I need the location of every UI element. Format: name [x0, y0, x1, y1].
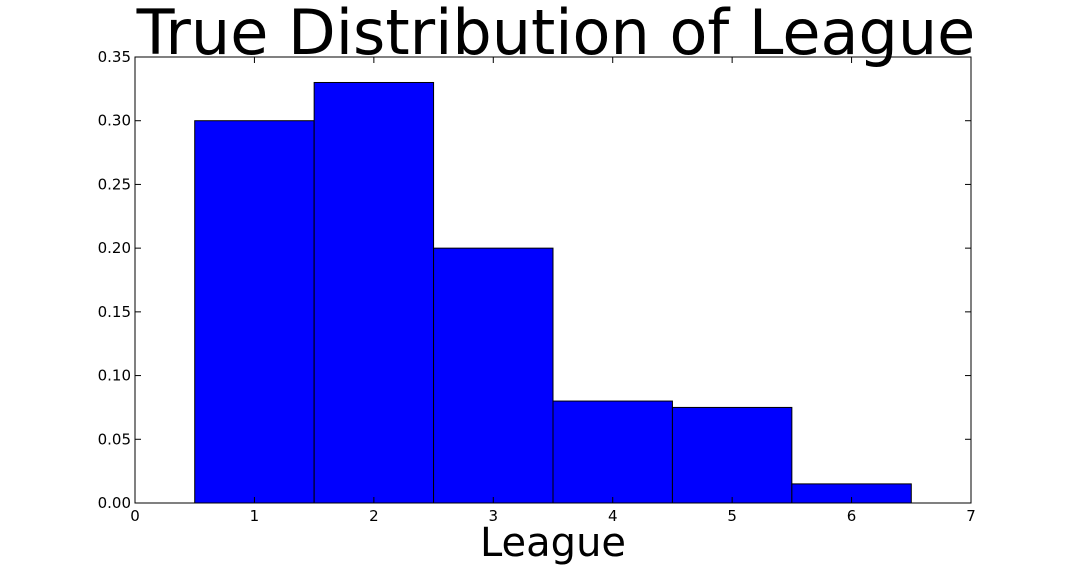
chart-title: True Distribution of League	[136, 0, 976, 69]
y-tick-label: 0.35	[98, 48, 131, 66]
x-tick-label: 4	[608, 507, 618, 525]
bar-league-5	[671, 406, 793, 504]
x-tick-label: 7	[966, 507, 976, 525]
x-tick-label: 5	[727, 507, 737, 525]
bar-league-2	[313, 81, 435, 504]
bars-group	[194, 81, 912, 504]
x-tick-label: 6	[847, 507, 857, 525]
x-tick-label: 2	[369, 507, 379, 525]
y-tick-label: 0.10	[98, 367, 131, 385]
y-tick-label: 0.30	[98, 112, 131, 130]
x-tick-label: 1	[250, 507, 260, 525]
x-axis-label: League	[480, 520, 626, 566]
x-tick-label: 0	[130, 507, 140, 525]
x-tick-label: 3	[489, 507, 499, 525]
y-tick-label: 0.05	[98, 430, 131, 448]
y-tick-label: 0.00	[98, 494, 131, 512]
plot-frame	[134, 56, 972, 504]
bar-league-3	[433, 247, 554, 504]
bar-league-4	[552, 400, 673, 504]
y-tick-label: 0.20	[98, 239, 131, 257]
y-tick-label: 0.15	[98, 303, 131, 321]
bar-league-1	[194, 120, 315, 504]
y-tick-label: 0.25	[98, 175, 131, 193]
